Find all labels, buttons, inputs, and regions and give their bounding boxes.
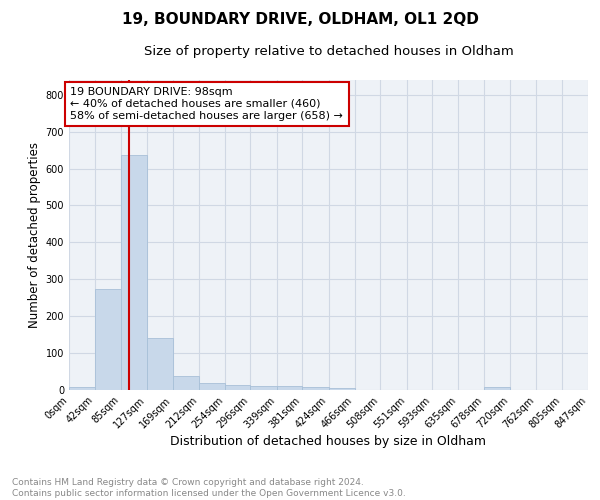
Y-axis label: Number of detached properties: Number of detached properties (28, 142, 41, 328)
Bar (302, 387, 329, 390)
Bar (277, 386, 302, 390)
Bar (95, 288, 121, 390)
Bar (199, 382, 224, 390)
Bar (484, 387, 510, 390)
X-axis label: Distribution of detached houses by size in Oldham: Distribution of detached houses by size … (170, 436, 487, 448)
Bar (121, 154, 147, 390)
Bar (173, 376, 199, 390)
Bar (250, 386, 277, 390)
Title: Size of property relative to detached houses in Oldham: Size of property relative to detached ho… (143, 45, 514, 58)
Text: 19, BOUNDARY DRIVE, OLDHAM, OL1 2QD: 19, BOUNDARY DRIVE, OLDHAM, OL1 2QD (122, 12, 478, 28)
Text: 19 BOUNDARY DRIVE: 98sqm
← 40% of detached houses are smaller (460)
58% of semi-: 19 BOUNDARY DRIVE: 98sqm ← 40% of detach… (70, 88, 343, 120)
Bar (329, 388, 355, 390)
Bar (147, 338, 173, 390)
Bar (69, 387, 95, 390)
Text: Contains HM Land Registry data © Crown copyright and database right 2024.
Contai: Contains HM Land Registry data © Crown c… (12, 478, 406, 498)
Bar (224, 385, 250, 390)
